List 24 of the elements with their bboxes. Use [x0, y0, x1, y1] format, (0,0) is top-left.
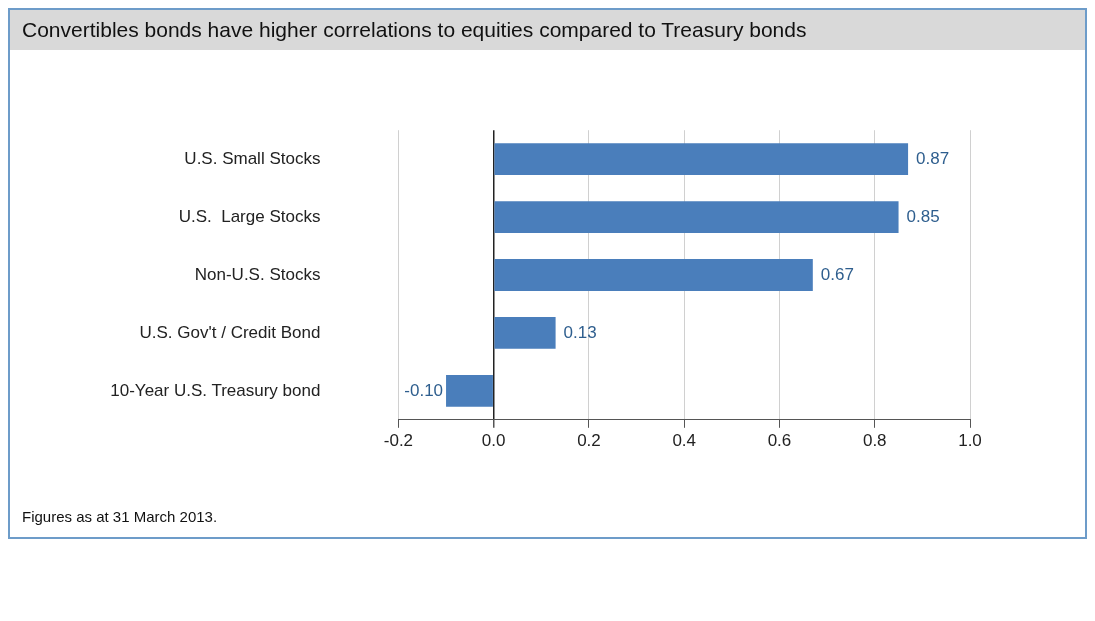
data-label: 0.87 — [916, 148, 950, 168]
y-tick-label: U.S. Small Stocks — [184, 148, 321, 168]
data-label: 0.13 — [563, 322, 597, 342]
data-label: 0.85 — [906, 206, 940, 226]
bar — [494, 316, 556, 349]
x-tick-label: 0.0 — [481, 430, 506, 450]
x-tick-label: 0.4 — [672, 430, 697, 450]
x-tick-label: 0.6 — [767, 430, 792, 450]
bar — [494, 259, 813, 291]
x-tick-label: 0.2 — [577, 430, 601, 450]
data-label: 0.67 — [820, 264, 854, 284]
y-tick-label: U.S. Gov't / Credit Bond — [139, 322, 321, 342]
chart-title: Convertibles bonds have higher correlations to equities compared to Treasury bonds — [10, 10, 1085, 50]
x-tick-label: 1.0 — [958, 430, 982, 450]
x-tick-label: -0.2 — [383, 430, 414, 450]
data-label: -0.10 — [404, 380, 444, 400]
text: Figures as at 31 March 2013. — [22, 508, 219, 525]
y-tick-label: Non-U.S. Stocks — [194, 264, 321, 284]
y-tick-label: U.S. Large Stocks — [178, 206, 321, 226]
bar — [494, 143, 909, 176]
y-tick-label: 10-Year U.S. Treasury bond — [110, 380, 321, 400]
x-tick-label: 0.8 — [862, 430, 887, 450]
bar — [446, 374, 493, 407]
bar — [494, 201, 899, 234]
